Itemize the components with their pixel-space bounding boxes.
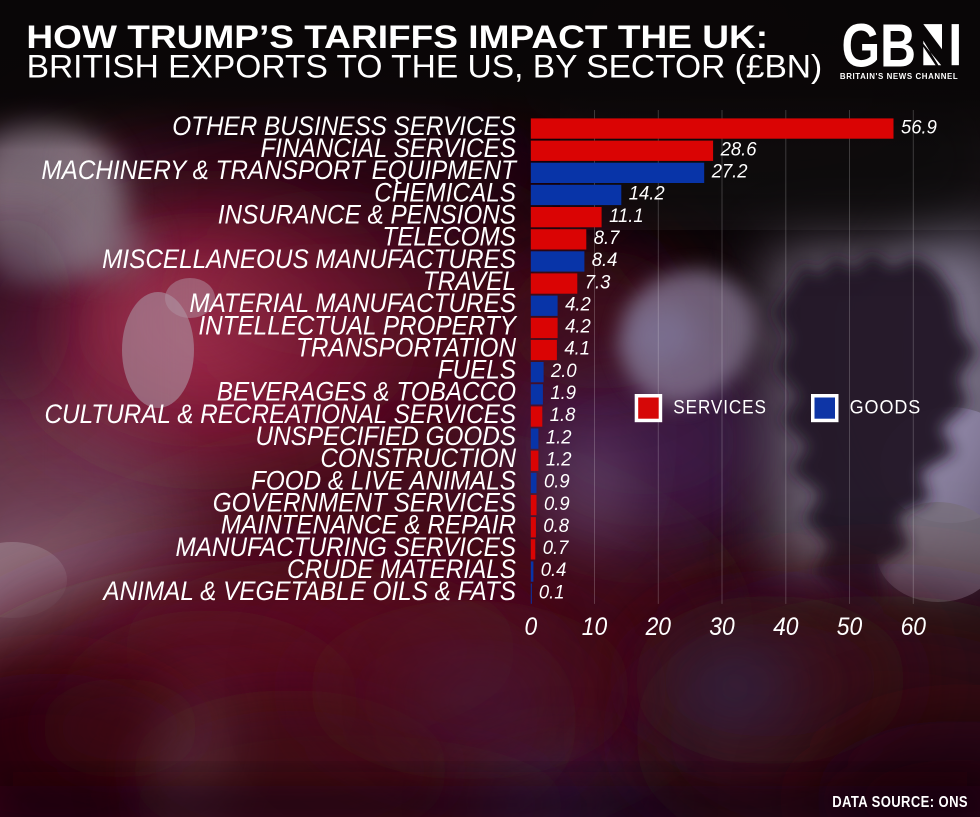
svg-text:1.9: 1.9 bbox=[550, 382, 576, 404]
svg-text:FOOD & LIVE ANIMALS: FOOD & LIVE ANIMALS bbox=[251, 466, 516, 495]
svg-text:TRAVEL: TRAVEL bbox=[423, 267, 516, 296]
svg-text:10: 10 bbox=[582, 613, 608, 641]
svg-text:4.1: 4.1 bbox=[564, 338, 590, 360]
svg-text:8.4: 8.4 bbox=[592, 250, 618, 272]
svg-text:OTHER BUSINESS SERVICES: OTHER BUSINESS SERVICES bbox=[172, 112, 516, 141]
svg-text:CULTURAL & RECREATIONAL SERVIC: CULTURAL & RECREATIONAL SERVICES bbox=[45, 400, 516, 429]
svg-text:MAINTENANCE & REPAIR: MAINTENANCE & REPAIR bbox=[221, 510, 516, 539]
svg-text:0.8: 0.8 bbox=[543, 515, 569, 537]
svg-text:INSURANCE & PENSIONS: INSURANCE & PENSIONS bbox=[218, 200, 516, 229]
svg-text:0.9: 0.9 bbox=[544, 493, 570, 515]
svg-text:60: 60 bbox=[901, 613, 927, 641]
svg-text:GB: GB bbox=[842, 12, 916, 80]
svg-text:8.7: 8.7 bbox=[594, 227, 621, 249]
svg-text:MANUFACTURING SERVICES: MANUFACTURING SERVICES bbox=[175, 533, 516, 562]
svg-text:TRANSPORTATION: TRANSPORTATION bbox=[296, 333, 516, 362]
svg-text:FUELS: FUELS bbox=[438, 355, 516, 384]
svg-text:GOVERNMENT SERVICES: GOVERNMENT SERVICES bbox=[213, 488, 516, 517]
svg-text:1.2: 1.2 bbox=[546, 449, 572, 471]
svg-text:7.3: 7.3 bbox=[585, 272, 611, 294]
svg-text:GOODS: GOODS bbox=[850, 396, 922, 418]
svg-text:4.2: 4.2 bbox=[565, 294, 591, 316]
svg-text:MACHINERY & TRANSPORT EQUIPMEN: MACHINERY & TRANSPORT EQUIPMENT bbox=[41, 156, 518, 185]
svg-text:0.1: 0.1 bbox=[539, 582, 565, 604]
svg-text:11.1: 11.1 bbox=[609, 205, 643, 227]
svg-text:MISCELLANEOUS MANUFACTURES: MISCELLANEOUS MANUFACTURES bbox=[102, 245, 516, 274]
svg-text:MATERIAL MANUFACTURES: MATERIAL MANUFACTURES bbox=[189, 289, 516, 318]
svg-text:BRITISH EXPORTS TO THE US, BY: BRITISH EXPORTS TO THE US, BY SECTOR (£B… bbox=[27, 49, 823, 86]
svg-text:INTELLECTUAL PROPERTY: INTELLECTUAL PROPERTY bbox=[198, 311, 517, 340]
svg-text:BRITAIN'S NEWS CHANNEL: BRITAIN'S NEWS CHANNEL bbox=[840, 72, 958, 81]
svg-text:4.2: 4.2 bbox=[565, 316, 591, 338]
svg-text:CONSTRUCTION: CONSTRUCTION bbox=[320, 444, 516, 473]
svg-text:CHEMICALS: CHEMICALS bbox=[374, 178, 516, 207]
svg-text:14.2: 14.2 bbox=[629, 183, 665, 205]
svg-text:20: 20 bbox=[645, 613, 672, 641]
svg-text:ANIMAL & VEGETABLE OILS & FATS: ANIMAL & VEGETABLE OILS & FATS bbox=[102, 577, 516, 606]
svg-text:27.2: 27.2 bbox=[711, 161, 748, 183]
svg-text:0.9: 0.9 bbox=[544, 471, 570, 493]
svg-text:28.6: 28.6 bbox=[720, 139, 757, 161]
svg-text:BEVERAGES & TOBACCO: BEVERAGES & TOBACCO bbox=[217, 378, 516, 407]
svg-text:TELECOMS: TELECOMS bbox=[382, 223, 516, 252]
svg-text:0.7: 0.7 bbox=[543, 538, 570, 560]
svg-text:DATA SOURCE: ONS: DATA SOURCE: ONS bbox=[832, 794, 968, 812]
svg-text:56.9: 56.9 bbox=[901, 117, 937, 139]
svg-text:UNSPECIFIED GOODS: UNSPECIFIED GOODS bbox=[256, 422, 516, 451]
svg-text:HOW TRUMP’S TARIFFS IMPACT THE: HOW TRUMP’S TARIFFS IMPACT THE UK: bbox=[26, 19, 768, 55]
svg-text:SERVICES: SERVICES bbox=[673, 396, 767, 417]
svg-text:FINANCIAL SERVICES: FINANCIAL SERVICES bbox=[260, 134, 516, 163]
svg-text:1.2: 1.2 bbox=[546, 427, 572, 449]
svg-text:0.4: 0.4 bbox=[541, 560, 567, 582]
svg-text:40: 40 bbox=[773, 613, 799, 641]
svg-text:30: 30 bbox=[709, 613, 735, 641]
svg-text:0: 0 bbox=[524, 613, 537, 641]
svg-text:1.8: 1.8 bbox=[550, 405, 576, 427]
svg-text:CRUDE MATERIALS: CRUDE MATERIALS bbox=[287, 555, 516, 584]
svg-text:2.0: 2.0 bbox=[550, 360, 577, 382]
svg-text:50: 50 bbox=[837, 613, 863, 641]
